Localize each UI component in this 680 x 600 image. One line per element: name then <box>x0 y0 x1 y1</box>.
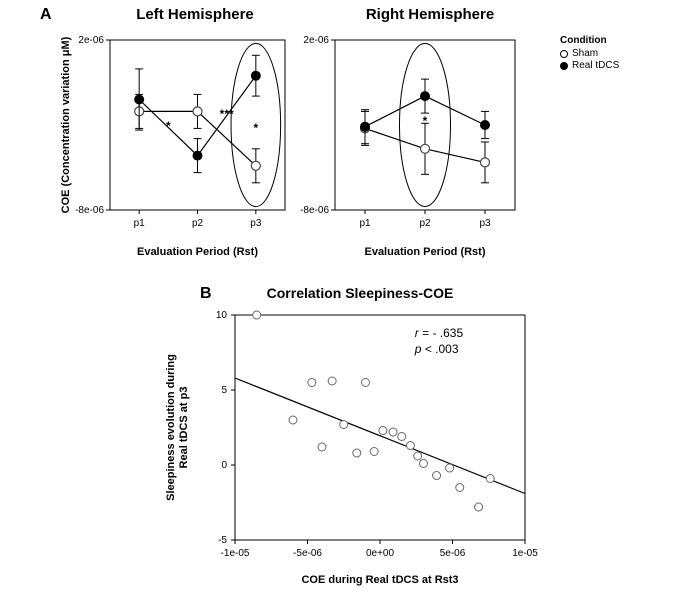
correlation-chart: -1e-05 -5e-06 0e+00 5e-06 1e-05 -5 0 5 10 COE dur… <box>160 305 540 595</box>
svg-text:COE (Concentration variation μ: COE (Concentration variation μM) <box>60 36 72 213</box>
svg-text:5: 5 <box>221 385 227 396</box>
svg-text:*: * <box>423 114 428 128</box>
left-hem-chart: -8e-06 2e-06 p1 p2 p3 Evaluation Period (Rst)… <box>55 30 295 265</box>
svg-text:Evaluation Period (Rst): Evaluation Period (Rst) <box>364 246 485 258</box>
legend-item-sham: Sham <box>560 48 619 59</box>
svg-text:p1: p1 <box>134 218 146 229</box>
svg-text:-5: -5 <box>218 535 227 546</box>
svg-text:*: * <box>166 119 171 133</box>
svg-text:2e-06: 2e-06 <box>78 35 104 46</box>
right-hem-chart: -8e-06 2e-06 p1 p2 p3 Evaluation Period (Rst)… <box>300 30 525 265</box>
right-hem-title: Right Hemisphere <box>330 6 530 23</box>
svg-text:0e+00: 0e+00 <box>366 548 395 559</box>
svg-text:10: 10 <box>216 310 228 321</box>
filled-circle-icon <box>560 62 568 70</box>
condition-legend: Condition Sham Real tDCS <box>560 35 619 72</box>
svg-text:Evaluation Period (Rst): Evaluation Period (Rst) <box>137 246 258 258</box>
svg-text:5e-06: 5e-06 <box>440 548 466 559</box>
svg-text:-8e-06: -8e-06 <box>300 205 329 216</box>
svg-text:p < .003: p < .003 <box>414 342 459 356</box>
svg-text:1e-05: 1e-05 <box>512 548 538 559</box>
legend-label-real: Real tDCS <box>572 60 619 71</box>
svg-text:p1: p1 <box>359 218 371 229</box>
svg-text:p2: p2 <box>419 218 431 229</box>
svg-text:2e-06: 2e-06 <box>303 35 329 46</box>
svg-text:p3: p3 <box>479 218 491 229</box>
legend-title: Condition <box>560 35 619 46</box>
svg-text:-5e-06: -5e-06 <box>293 548 322 559</box>
svg-text:-8e-06: -8e-06 <box>75 205 104 216</box>
panel-a-label: A <box>40 6 52 24</box>
svg-text:COE during Real tDCS at Rst3: COE during Real tDCS at Rst3 <box>301 574 458 586</box>
legend-label-sham: Sham <box>572 48 598 59</box>
svg-text:r = - .635: r = - .635 <box>415 326 464 340</box>
svg-text:p2: p2 <box>192 218 204 229</box>
svg-text:*: * <box>253 121 258 135</box>
svg-text:0: 0 <box>221 460 227 471</box>
panel-b-label: B <box>200 285 212 303</box>
figure: A Left Hemisphere Right Hemisphere Condi… <box>0 0 680 600</box>
svg-text:***: *** <box>220 107 234 121</box>
panel-b-title: Correlation Sleepiness-COE <box>230 285 490 301</box>
legend-item-real: Real tDCS <box>560 60 619 71</box>
svg-text:p3: p3 <box>250 218 262 229</box>
svg-text:-1e-05: -1e-05 <box>221 548 250 559</box>
svg-text:Sleepiness evolution duringRea: Sleepiness evolution duringReal tDCS at … <box>165 354 190 501</box>
left-hem-title: Left Hemisphere <box>95 6 295 23</box>
open-circle-icon <box>560 50 568 58</box>
